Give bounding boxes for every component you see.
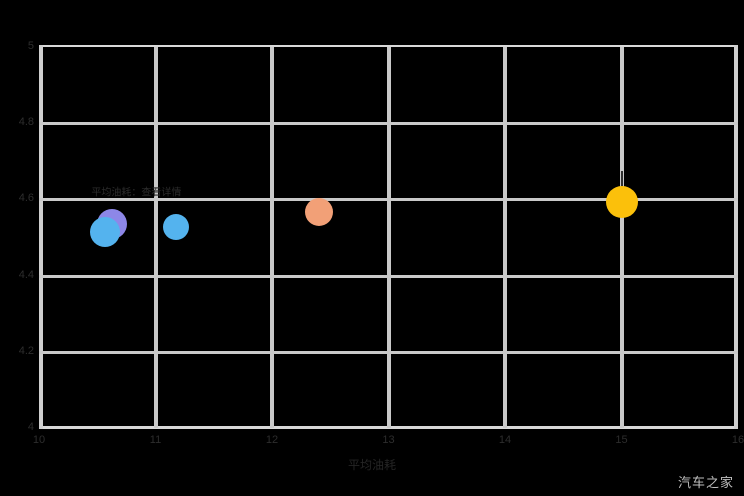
- x-axis-tick-label: 14: [498, 434, 512, 446]
- x-axis-tick-label: 13: [382, 434, 395, 446]
- plot-border-right: [734, 45, 738, 429]
- y-axis-tick-label: 5: [27, 40, 34, 52]
- y-axis-tick-label: 4.4: [18, 268, 34, 281]
- gridline-vertical: [503, 47, 507, 428]
- y-axis-tick-label: 4: [27, 421, 34, 433]
- x-axis-tick-label: 10: [32, 434, 46, 446]
- gridline-vertical: [386, 47, 391, 428]
- gridline-horizontal: [39, 198, 738, 202]
- y-axis-tick-label: 4.2: [18, 344, 34, 357]
- data-point[interactable]: [163, 213, 190, 240]
- gridline-horizontal: [39, 122, 738, 126]
- gridline-vertical: [270, 47, 274, 428]
- gridline-horizontal: [39, 350, 738, 354]
- plot-border-top: [39, 45, 738, 47]
- y-axis-tick-label: 4.8: [18, 116, 34, 129]
- data-point[interactable]: [304, 197, 333, 226]
- x-axis-title: 平均油耗: [347, 458, 396, 472]
- point-annotation-label: 平均油耗：查看详情: [91, 187, 182, 199]
- x-axis-tick-label: 11: [149, 434, 162, 446]
- gridline-vertical: [619, 47, 624, 428]
- gridline-horizontal: [39, 274, 738, 278]
- x-axis-tick-label: 12: [265, 434, 279, 446]
- x-axis-tick-label: 15: [615, 434, 628, 446]
- data-point[interactable]: [90, 216, 121, 247]
- plot-area: 平均油耗：查看详情: [39, 45, 738, 429]
- data-point[interactable]: [605, 186, 638, 219]
- y-axis-tick-label: 4.6: [18, 192, 34, 205]
- y-axis-line: [39, 45, 43, 429]
- gridline-vertical: [153, 47, 158, 428]
- x-axis-tick-label: 16: [731, 434, 744, 446]
- watermark: 汽车之家: [677, 475, 734, 490]
